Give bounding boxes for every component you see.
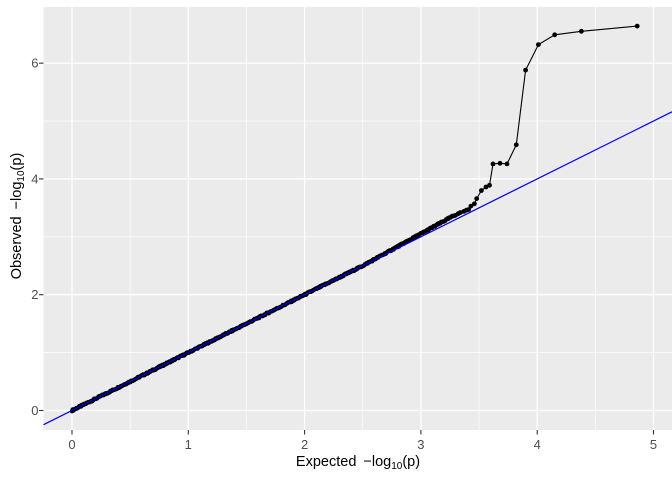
data-point [514, 142, 519, 147]
x-title-word: Expected [296, 454, 356, 470]
x-tick-label: 4 [534, 437, 541, 452]
y-tick-label: 4 [31, 171, 38, 186]
data-point [635, 24, 640, 29]
y-tick-label: 6 [31, 56, 38, 71]
y-title-subscript: 10 [16, 170, 27, 182]
x-axis-title: Expected −log10(p) [296, 454, 420, 472]
y-axis-title: Observed −log10(p) [9, 153, 27, 280]
data-point [579, 29, 584, 34]
data-point [474, 196, 479, 201]
data-point [536, 42, 541, 47]
x-title-subscript: 10 [391, 461, 403, 472]
panel-background [44, 7, 672, 430]
data-point [552, 32, 557, 37]
x-tick-label: 2 [301, 437, 308, 452]
x-tick-label: 5 [650, 437, 657, 452]
data-point [491, 162, 496, 167]
x-tick-label: 0 [68, 437, 75, 452]
y-title-word: Observed [9, 216, 25, 279]
x-title-tail: (p) [402, 454, 420, 470]
y-tick-label: 2 [31, 287, 38, 302]
data-point [523, 68, 528, 73]
y-tick-label: 0 [31, 403, 38, 418]
data-point [487, 183, 492, 188]
y-title-log: −log [9, 182, 25, 210]
data-point [505, 162, 510, 167]
y-axis-tick-labels: 0 2 4 6 [31, 56, 38, 418]
x-tick-label: 3 [417, 437, 424, 452]
y-title-tail: (p) [9, 153, 25, 171]
x-tick-label: 1 [185, 437, 192, 452]
data-point [498, 161, 503, 166]
x-title-log: −log [363, 454, 391, 470]
x-axis-tick-labels: 0 1 2 3 4 5 [68, 437, 657, 452]
data-point [479, 188, 484, 193]
data-point [472, 201, 477, 206]
